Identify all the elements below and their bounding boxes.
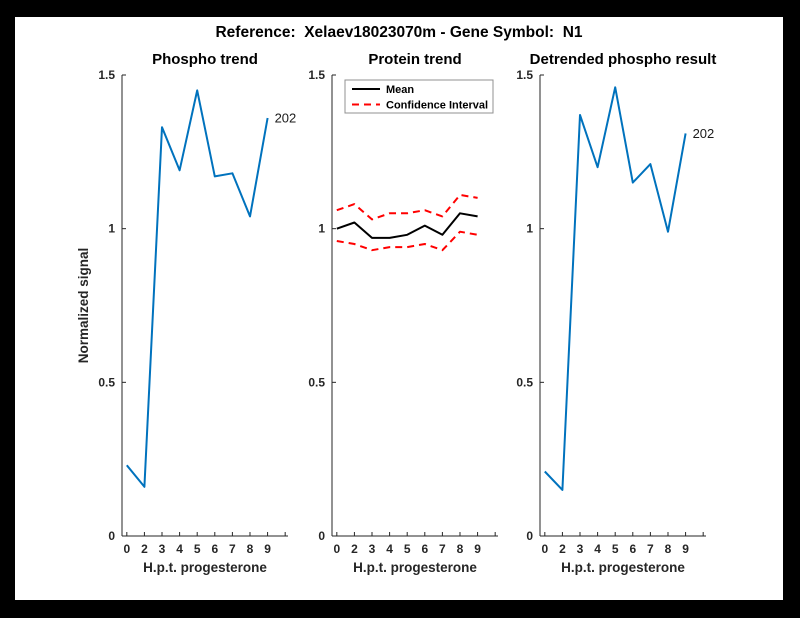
x-tick-label: 8 bbox=[457, 542, 464, 556]
y-tick-label: 1 bbox=[526, 222, 533, 236]
y-tick-label: 1 bbox=[318, 222, 325, 236]
x-tick-label: 7 bbox=[439, 542, 446, 556]
legend-box bbox=[344, 79, 494, 114]
x-tick-label: 2 bbox=[141, 542, 148, 556]
y-tick-label: 1 bbox=[108, 222, 115, 236]
figure-canvas: Reference: Xelaev18023070m - Gene Symbol… bbox=[15, 17, 783, 600]
x-tick-label: 7 bbox=[229, 542, 236, 556]
detrended-phospho-signal-line bbox=[544, 86, 687, 491]
y-tick-label: 0.5 bbox=[516, 375, 533, 389]
y-tick-label: 0 bbox=[318, 529, 325, 543]
x-tick-label: 0 bbox=[541, 542, 548, 556]
x-tick-label: 7 bbox=[647, 542, 654, 556]
x-tick-label: 3 bbox=[577, 542, 584, 556]
subplot-title: Protein trend bbox=[368, 51, 461, 68]
x-tick-label: 0 bbox=[333, 542, 340, 556]
figure-title: Reference: Xelaev18023070m - Gene Symbol… bbox=[215, 24, 583, 41]
confidence-interval-lower-line bbox=[336, 230, 478, 252]
legend-entry-label: Mean bbox=[386, 84, 414, 96]
subplot-title: Detrended phospho result bbox=[530, 51, 717, 68]
x-tick-label: 5 bbox=[194, 542, 201, 556]
y-tick-label: 0 bbox=[526, 529, 533, 543]
legend-entry-label: Confidence Interval bbox=[386, 100, 488, 112]
y-tick-label: 1.5 bbox=[308, 68, 325, 82]
series-annotation: 202 bbox=[275, 111, 297, 126]
subplot-title: Phospho trend bbox=[152, 51, 258, 68]
x-tick-label: 6 bbox=[629, 542, 636, 556]
x-tick-label: 9 bbox=[264, 542, 271, 556]
y-tick-label: 0 bbox=[108, 529, 115, 543]
x-tick-label: 4 bbox=[594, 542, 601, 556]
x-tick-label: 2 bbox=[351, 542, 358, 556]
x-tick-label: 5 bbox=[404, 542, 411, 556]
x-tick-label: 3 bbox=[369, 542, 376, 556]
x-tick-label: 0 bbox=[123, 542, 130, 556]
y-tick-label: 1.5 bbox=[516, 68, 533, 82]
legend: Mean Confidence Interval bbox=[344, 79, 494, 114]
x-tick-label: 5 bbox=[612, 542, 619, 556]
x-axis-label: H.p.t. progesterone bbox=[561, 560, 685, 575]
x-tick-label: 2 bbox=[559, 542, 566, 556]
x-tick-label: 3 bbox=[159, 542, 166, 556]
confidence-interval-upper-line bbox=[336, 193, 478, 221]
x-axis-label: H.p.t. progesterone bbox=[353, 560, 477, 575]
y-tick-label: 0.5 bbox=[98, 375, 115, 389]
x-tick-label: 8 bbox=[247, 542, 254, 556]
phospho-signal-line bbox=[126, 89, 269, 488]
x-tick-label: 4 bbox=[386, 542, 393, 556]
y-tick-label: 0.5 bbox=[308, 375, 325, 389]
x-tick-label: 6 bbox=[211, 542, 218, 556]
x-tick-label: 8 bbox=[665, 542, 672, 556]
y-tick-label: 1.5 bbox=[98, 68, 115, 82]
x-axis-label: H.p.t. progesterone bbox=[143, 560, 267, 575]
mean-line bbox=[336, 212, 478, 239]
x-tick-label: 9 bbox=[474, 542, 481, 556]
x-tick-label: 6 bbox=[421, 542, 428, 556]
y-axis-label: Normalized signal bbox=[76, 248, 91, 364]
x-tick-label: 9 bbox=[682, 542, 689, 556]
x-tick-label: 4 bbox=[176, 542, 183, 556]
series-annotation: 202 bbox=[693, 126, 715, 141]
